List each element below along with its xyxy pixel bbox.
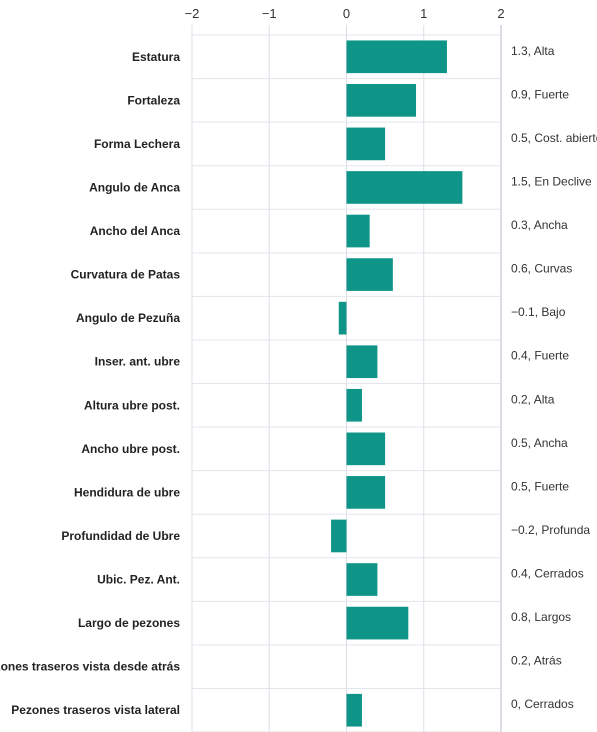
grid-lines bbox=[191, 25, 502, 732]
value-label: −0.2, Profunda bbox=[511, 523, 590, 537]
value-label: −0.1, Bajo bbox=[511, 305, 566, 319]
value-label: 0.5, Fuerte bbox=[511, 479, 569, 493]
x-tick-label: 1 bbox=[420, 6, 427, 21]
category-label: Curvatura de Patas bbox=[71, 268, 181, 282]
value-labels: 1.3, Alta 0.9, Fuerte 0.5, Cost. abierto 1.… bbox=[511, 44, 597, 711]
bar bbox=[346, 388, 362, 422]
category-label: Pezones traseros vista desde atrás bbox=[0, 660, 180, 674]
x-axis: −2 −1 0 1 2 bbox=[185, 6, 505, 21]
value-label: 0, Cerrados bbox=[511, 697, 574, 711]
value-label: 0.2, Alta bbox=[511, 392, 555, 406]
category-label: Hendidura de ubre bbox=[74, 485, 180, 499]
bar bbox=[346, 84, 417, 117]
bar bbox=[346, 476, 386, 509]
value-label: 0.2, Atrás bbox=[511, 654, 562, 668]
value-label: 0.3, Ancha bbox=[511, 218, 568, 232]
value-label: 0.8, Largos bbox=[511, 610, 571, 624]
x-tick-label: −2 bbox=[185, 6, 200, 21]
bar bbox=[346, 432, 386, 466]
category-label: Profundidad de Ubre bbox=[61, 529, 180, 543]
bar bbox=[331, 519, 347, 553]
bar bbox=[338, 301, 347, 335]
category-labels: Estatura Fortaleza Forma Lechera Angulo de … bbox=[0, 50, 180, 717]
category-label: Estatura bbox=[132, 50, 180, 64]
value-label: 0.6, Curvas bbox=[511, 262, 572, 276]
category-label: Pezones traseros vista lateral bbox=[11, 703, 180, 717]
category-label: Inser. ant. ubre bbox=[95, 355, 181, 369]
bar bbox=[346, 563, 378, 596]
category-label: Ubic. Pez. Ant. bbox=[97, 573, 180, 587]
bar bbox=[346, 214, 370, 248]
category-label: Ancho del Anca bbox=[90, 224, 181, 238]
bar bbox=[346, 127, 386, 161]
bar bbox=[346, 606, 409, 640]
bar bbox=[346, 40, 447, 74]
bars bbox=[331, 40, 463, 727]
category-label: Forma Lechera bbox=[94, 137, 180, 151]
category-label: Ancho ubre post. bbox=[81, 442, 180, 456]
category-label: Largo de pezones bbox=[78, 616, 180, 630]
bar bbox=[346, 693, 362, 727]
category-label: Fortaleza bbox=[127, 93, 180, 107]
value-label: 1.3, Alta bbox=[511, 44, 555, 58]
bar bbox=[346, 258, 393, 291]
value-label: 0.4, Cerrados bbox=[511, 567, 584, 581]
value-label: 0.4, Fuerte bbox=[511, 349, 569, 363]
category-label: Altura ubre post. bbox=[84, 398, 180, 412]
x-tick-label: −1 bbox=[262, 6, 277, 21]
bar bbox=[346, 171, 463, 204]
category-label: Angulo de Pezuña bbox=[76, 311, 180, 325]
bar bbox=[346, 345, 378, 379]
x-tick-label: 2 bbox=[497, 6, 504, 21]
x-tick-label: 0 bbox=[343, 6, 350, 21]
value-label: 1.5, En Declive bbox=[511, 174, 592, 188]
value-label: 0.5, Ancha bbox=[511, 436, 568, 450]
value-label: 0.9, Fuerte bbox=[511, 87, 569, 101]
category-label: Angulo de Anca bbox=[89, 180, 180, 194]
value-label: 0.5, Cost. abierto bbox=[511, 131, 597, 145]
